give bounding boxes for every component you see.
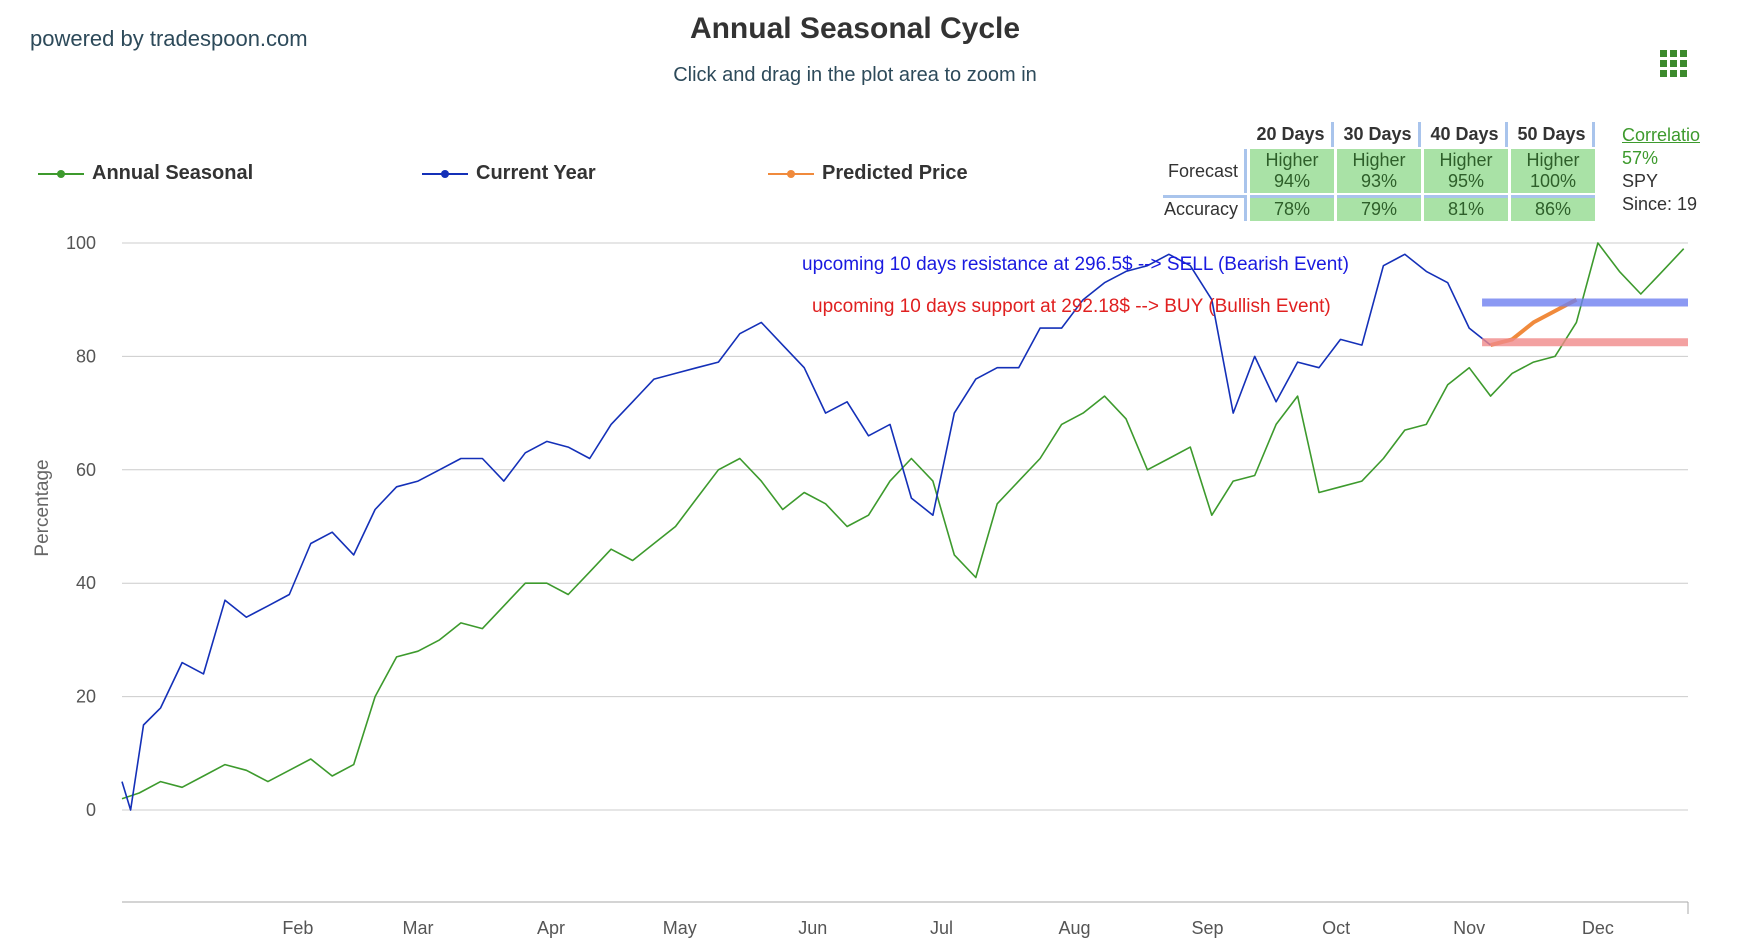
accuracy-cell: 86% [1511,195,1596,221]
legend-line-icon [422,168,468,180]
col-header: 40 Days [1424,122,1509,147]
accuracy-cell: 79% [1337,195,1422,221]
x-tick-label: Aug [1058,918,1090,938]
legend-label: Current Year [476,162,596,184]
chart-menu-grid-icon[interactable] [1660,50,1688,78]
grid-lines [122,242,1688,811]
x-tick-label: Mar [403,918,434,938]
forecast-cell: Higher 93% [1337,149,1422,193]
legend-line-icon [768,168,814,180]
legend-item-current-year[interactable]: Current Year [422,162,596,185]
y-tick-label: 60 [76,460,96,480]
y-axis: 0 20 40 60 80 100 [66,233,96,820]
x-axis: Feb Mar Apr May Jun Jul Aug Sep Oct Nov Dec [122,901,1689,938]
y-tick-label: 80 [76,346,96,366]
since-label: Since: 19 [1622,194,1698,214]
y-axis-title: Percentage [32,459,53,556]
support-annotation: upcoming 10 days support at 292.18$ --> … [812,296,1331,317]
legend-label: Annual Seasonal [92,162,254,184]
series-group [121,242,1685,811]
col-header: 30 Days [1337,122,1422,147]
x-tick-label: Jul [930,918,953,938]
accuracy-label: Accuracy [1163,195,1248,221]
col-header: 20 Days [1250,122,1335,147]
accuracy-cell: 81% [1424,195,1509,221]
x-tick-label: Feb [282,918,313,938]
correlation-panel: Correlatio 57% SPY Since: 19 [1622,124,1700,216]
brand-label: powered by tradespoon.com [30,26,308,51]
series-line-current-year [121,253,1492,811]
y-tick-label: 0 [86,800,96,820]
x-tick-label: Jun [798,918,827,938]
legend-item-predicted-price[interactable]: Predicted Price [768,162,968,185]
x-tick-label: May [663,918,697,938]
accuracy-cell: 78% [1250,195,1335,221]
resistance-annotation: upcoming 10 days resistance at 296.5$ --… [802,254,1349,275]
ticker-symbol: SPY [1622,171,1659,191]
y-tick-label: 40 [76,573,96,593]
legend-label: Predicted Price [822,162,968,184]
x-tick-label: Nov [1453,918,1485,938]
forecast-label: Forecast [1163,149,1248,193]
x-tick-label: Sep [1191,918,1223,938]
legend-item-annual-seasonal[interactable]: Annual Seasonal [38,162,253,185]
forecast-cell: Higher 94% [1250,149,1335,193]
chart-subtitle: Click and drag in the plot area to zoom … [673,64,1037,86]
chart-title: Annual Seasonal Cycle [689,12,1021,45]
forecast-table: 20 Days 30 Days 40 Days 50 Days Forecast… [1160,120,1598,223]
legend-line-icon [38,168,84,180]
forecast-cell: Higher 100% [1511,149,1596,193]
forecast-cell: Higher 95% [1424,149,1509,193]
correlation-link[interactable]: Correlatio [1622,125,1700,145]
x-tick-label: Apr [537,918,565,938]
correlation-value: 57% [1622,148,1659,168]
x-tick-label: Dec [1582,918,1614,938]
reference-lines [1482,298,1688,347]
col-header: 50 Days [1511,122,1596,147]
y-tick-label: 100 [66,233,96,253]
y-tick-label: 20 [76,687,96,707]
series-line-annual-seasonal [121,242,1685,800]
x-tick-label: Oct [1322,918,1350,938]
